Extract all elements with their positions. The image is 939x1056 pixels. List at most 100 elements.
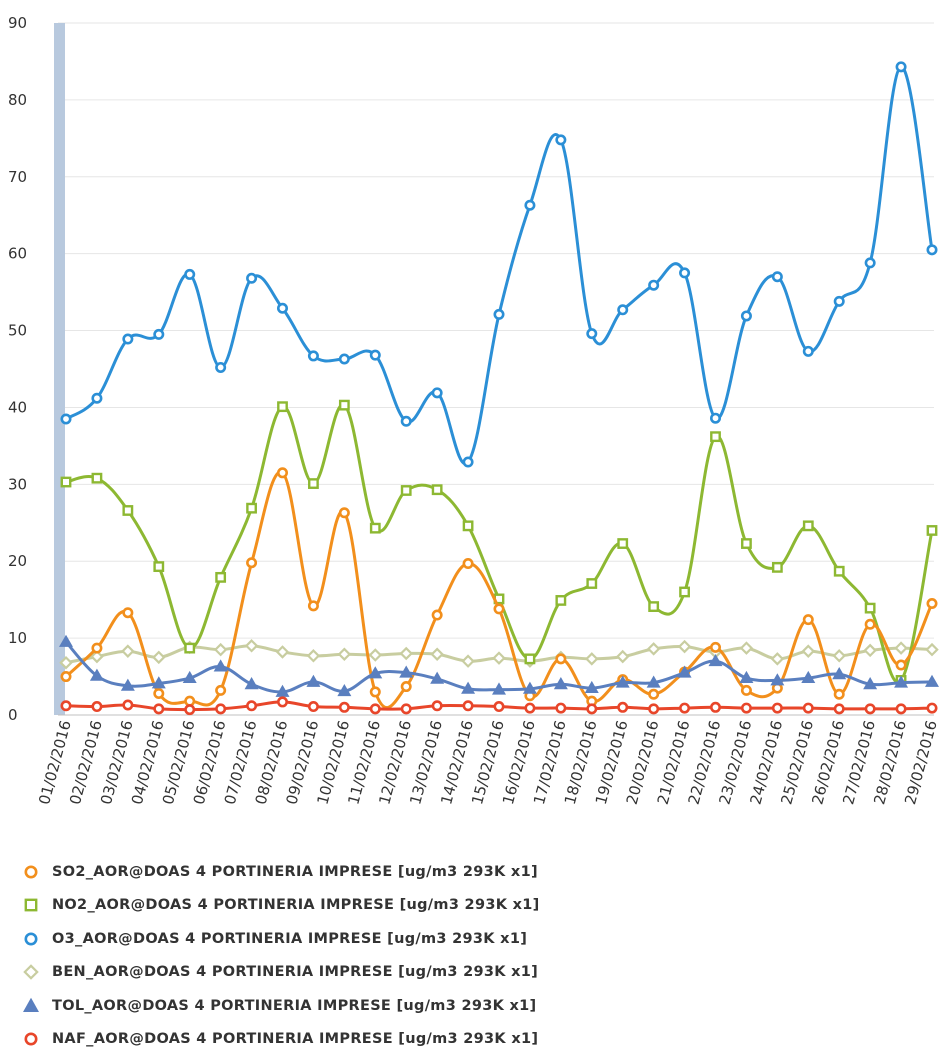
data-point xyxy=(835,690,843,698)
data-point xyxy=(402,682,410,690)
data-point xyxy=(711,432,719,440)
legend-symbol xyxy=(26,867,36,877)
data-point xyxy=(588,329,596,337)
data-point xyxy=(62,672,70,680)
series-line xyxy=(66,472,932,708)
data-point xyxy=(278,304,286,312)
legend-item[interactable]: SO2_AOR@DOAS 4 PORTINERIA IMPRESE [ug/m3… xyxy=(22,855,922,889)
data-point xyxy=(464,702,472,710)
data-point xyxy=(680,704,688,712)
data-point xyxy=(402,486,410,494)
data-point xyxy=(186,644,194,652)
legend-item[interactable]: O3_AOR@DOAS 4 PORTINERIA IMPRESE [ug/m3 … xyxy=(22,922,922,956)
data-point xyxy=(495,605,503,613)
data-point xyxy=(928,526,936,534)
data-point xyxy=(865,645,875,655)
legend-label: BEN_AOR@DOAS 4 PORTINERIA IMPRESE [ug/m3… xyxy=(52,964,538,980)
y-tick-label: 70 xyxy=(8,168,27,186)
data-point xyxy=(402,417,410,425)
data-point xyxy=(186,270,194,278)
data-point xyxy=(495,310,503,318)
data-point xyxy=(772,654,782,664)
data-point xyxy=(432,649,442,659)
data-point xyxy=(309,479,317,487)
data-point xyxy=(588,579,596,587)
data-point xyxy=(155,562,163,570)
data-point xyxy=(649,705,657,713)
data-point xyxy=(247,274,255,282)
data-point xyxy=(773,704,781,712)
legend-item[interactable]: TOL_AOR@DOAS 4 PORTINERIA IMPRESE [ug/m3… xyxy=(22,989,922,1023)
data-point xyxy=(464,458,472,466)
data-point xyxy=(463,656,473,666)
data-point xyxy=(866,620,874,628)
data-point xyxy=(308,651,318,661)
series-0 xyxy=(62,469,936,708)
legend-item[interactable]: NAF_AOR@DOAS 4 PORTINERIA IMPRESE [ug/m3… xyxy=(22,1023,922,1056)
x-axis-ticks: 01/02/201602/02/201603/02/201604/02/2016… xyxy=(35,718,939,806)
data-point xyxy=(649,281,657,289)
data-point xyxy=(371,688,379,696)
data-point xyxy=(340,355,348,363)
data-point xyxy=(742,686,750,694)
data-point xyxy=(804,347,812,355)
data-point xyxy=(680,269,688,277)
legend-marker-icon xyxy=(22,963,52,981)
data-point xyxy=(648,644,658,654)
data-point xyxy=(62,478,70,486)
y-tick-label: 20 xyxy=(8,552,27,570)
data-point xyxy=(123,646,133,656)
data-point xyxy=(711,414,719,422)
data-point xyxy=(835,705,843,713)
series-1 xyxy=(62,401,936,685)
data-point xyxy=(247,504,255,512)
data-point xyxy=(216,686,224,694)
legend-item[interactable]: NO2_AOR@DOAS 4 PORTINERIA IMPRESE [ug/m3… xyxy=(22,889,922,923)
data-point xyxy=(711,643,719,651)
data-point xyxy=(897,63,905,71)
data-point xyxy=(340,401,348,409)
data-point xyxy=(804,615,812,623)
data-point xyxy=(494,653,504,663)
data-point xyxy=(803,646,813,656)
legend-item[interactable]: BEN_AOR@DOAS 4 PORTINERIA IMPRESE [ug/m3… xyxy=(22,956,922,990)
data-point xyxy=(309,602,317,610)
data-point xyxy=(464,522,472,530)
data-point xyxy=(62,702,70,710)
data-point xyxy=(680,588,688,596)
y-tick-label: 60 xyxy=(8,245,27,263)
data-point xyxy=(742,704,750,712)
data-point xyxy=(278,698,286,706)
data-point xyxy=(619,539,627,547)
y-tick-label: 0 xyxy=(8,706,18,724)
data-point xyxy=(278,402,286,410)
data-point xyxy=(371,351,379,359)
series-lines xyxy=(60,63,937,714)
legend-label: TOL_AOR@DOAS 4 PORTINERIA IMPRESE [ug/m3… xyxy=(52,998,536,1014)
data-point xyxy=(834,651,844,661)
legend-marker-icon xyxy=(22,997,52,1015)
data-point xyxy=(526,655,534,663)
series-line xyxy=(66,67,932,464)
data-point xyxy=(927,644,937,654)
data-point xyxy=(773,273,781,281)
data-point xyxy=(866,705,874,713)
y-tick-label: 10 xyxy=(8,629,27,647)
series-line xyxy=(66,405,932,683)
data-point xyxy=(557,704,565,712)
data-point xyxy=(804,704,812,712)
data-point xyxy=(370,650,380,660)
data-point xyxy=(557,136,565,144)
data-point xyxy=(711,703,719,711)
data-point xyxy=(866,259,874,267)
y-tick-label: 50 xyxy=(8,322,27,340)
data-point xyxy=(216,705,224,713)
data-point xyxy=(62,415,70,423)
data-point xyxy=(866,604,874,612)
legend-symbol xyxy=(25,966,37,978)
data-point xyxy=(246,641,256,651)
legend-label: NO2_AOR@DOAS 4 PORTINERIA IMPRESE [ug/m3… xyxy=(52,897,540,913)
legend-label: O3_AOR@DOAS 4 PORTINERIA IMPRESE [ug/m3 … xyxy=(52,931,527,947)
data-point xyxy=(433,389,441,397)
